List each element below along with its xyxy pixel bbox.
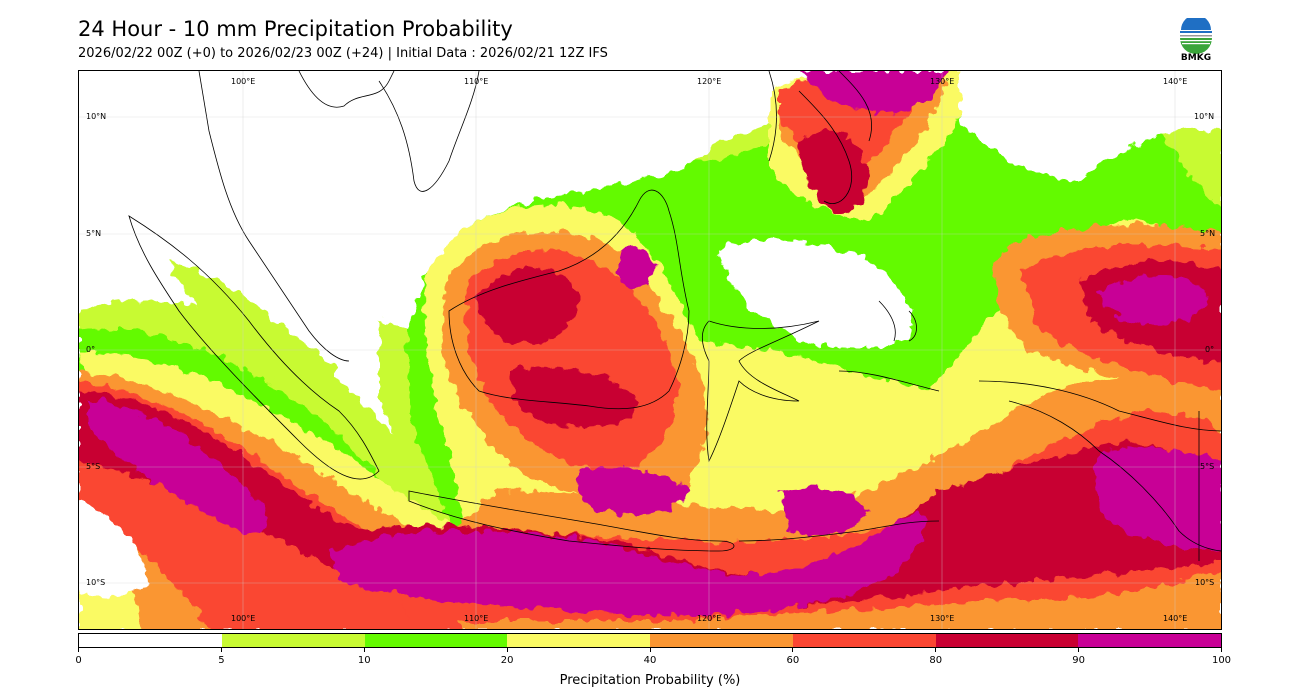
lon-label-top-140e: 140°E <box>1163 77 1188 86</box>
coast-new-guinea <box>978 380 1221 552</box>
bmkg-logo: BMKG <box>1176 15 1216 66</box>
colorbar-tick <box>78 648 79 652</box>
coast-sumatra <box>128 215 380 480</box>
colorbar-segment <box>79 634 222 647</box>
region-celebes-sea <box>719 240 912 349</box>
region-sumatra-north <box>169 261 339 401</box>
logo-text: BMKG <box>1180 53 1212 63</box>
region-borneo-south <box>509 367 639 427</box>
lon-label-top-100e: 100°E <box>231 77 256 86</box>
lat-label-right-10n: 10°N <box>1194 112 1215 121</box>
lon-label-bottom-130e: 130°E <box>930 614 955 623</box>
lat-label-right-5n: 5°N <box>1200 229 1216 238</box>
coast-java <box>408 490 735 552</box>
colorbar-tick-label: 60 <box>786 655 800 666</box>
lon-label-bottom-120e: 120°E <box>697 614 722 623</box>
coast-indochina <box>298 71 480 192</box>
region-borneo-west <box>477 268 579 344</box>
colorbar-segment <box>221 634 365 647</box>
colorbar-segment <box>364 634 508 647</box>
precipitation-map[interactable]: 100°E 110°E 120°E 130°E 140°E 100°E 110°… <box>78 70 1222 630</box>
colorbar-tick-label: 80 <box>929 655 943 666</box>
lat-label-right-0: 0° <box>1205 345 1215 354</box>
lon-label-top-130e: 130°E <box>930 77 955 86</box>
region-java-south <box>329 511 926 616</box>
lon-label-bottom-110e: 110°E <box>464 614 489 623</box>
bmkg-logo-icon <box>1180 15 1212 54</box>
colorbar-tick <box>363 648 365 652</box>
region-borneo <box>619 247 654 290</box>
region-pacific-ne <box>959 71 1221 181</box>
coastlines <box>128 71 1221 561</box>
lat-label-left-5s: 5°S <box>86 462 101 471</box>
colorbar-tick <box>649 648 651 652</box>
colorbar-label: Precipitation Probability (%) <box>559 673 741 688</box>
region-indian-ocean <box>89 401 268 534</box>
colorbar-segment <box>650 634 793 647</box>
colorbar-tick-label: 5 <box>218 655 225 666</box>
lat-label-right-10s: 10°S <box>1195 578 1215 587</box>
colorbar-tick-label: 90 <box>1072 655 1085 666</box>
region-banda <box>779 487 869 535</box>
coast-maluku <box>838 300 940 392</box>
colorbar-tick <box>220 648 222 652</box>
coast-borneo <box>448 189 690 410</box>
coast-malay-peninsula <box>198 71 350 362</box>
colorbar-segment <box>792 634 936 647</box>
colorbar-tick-label: 100 <box>1211 655 1232 666</box>
coast-philippines <box>768 71 873 204</box>
colorbar <box>78 633 1222 648</box>
region-philippines-north <box>799 71 949 114</box>
contour-90 <box>89 71 1221 616</box>
coast-lesser-sunda <box>738 520 940 542</box>
colorbar-tick-label: 10 <box>357 655 371 666</box>
lat-label-left-0: 0° <box>86 345 96 354</box>
colorbar-tick <box>1078 648 1080 652</box>
lon-label-top-120e: 120°E <box>697 77 722 86</box>
colorbar-segment <box>507 634 650 647</box>
colorbar-tick <box>1221 648 1222 652</box>
chart-subtitle: 2026/02/22 00Z (+0) to 2026/02/23 00Z (+… <box>78 46 608 61</box>
gridlines <box>79 71 1221 629</box>
region-south-china-sea <box>169 71 779 331</box>
region-papua <box>1092 446 1221 551</box>
colorbar-tick-label: 0 <box>75 655 82 666</box>
region-flores-sea <box>577 467 689 515</box>
colorbar-tick-label: 20 <box>500 655 514 666</box>
coast-sulawesi <box>701 320 820 463</box>
lon-label-top-110e: 110°E <box>464 77 489 86</box>
region-indian-sw <box>79 501 149 598</box>
colorbar-tick-label: 40 <box>643 655 657 666</box>
lon-label-bottom-140e: 140°E <box>1163 614 1188 623</box>
chart-title: 24 Hour - 10 mm Precipitation Probabilit… <box>78 17 513 41</box>
region-mindanao <box>799 131 869 214</box>
colorbar-segment <box>1078 634 1221 647</box>
lat-label-right-5s: 5°S <box>1200 462 1215 471</box>
lat-label-left-5n: 5°N <box>86 229 102 238</box>
region-pacific-east <box>1099 276 1209 325</box>
lon-label-bottom-100e: 100°E <box>231 614 256 623</box>
lat-label-left-10n: 10°N <box>86 112 107 121</box>
colorbar-tick <box>506 648 508 652</box>
probability-field <box>79 71 1221 629</box>
colorbar-tick <box>792 648 794 652</box>
colorbar-tick <box>935 648 937 652</box>
lat-label-left-10s: 10°S <box>86 578 106 587</box>
colorbar-segment <box>935 634 1079 647</box>
contour-0 <box>79 71 1221 598</box>
